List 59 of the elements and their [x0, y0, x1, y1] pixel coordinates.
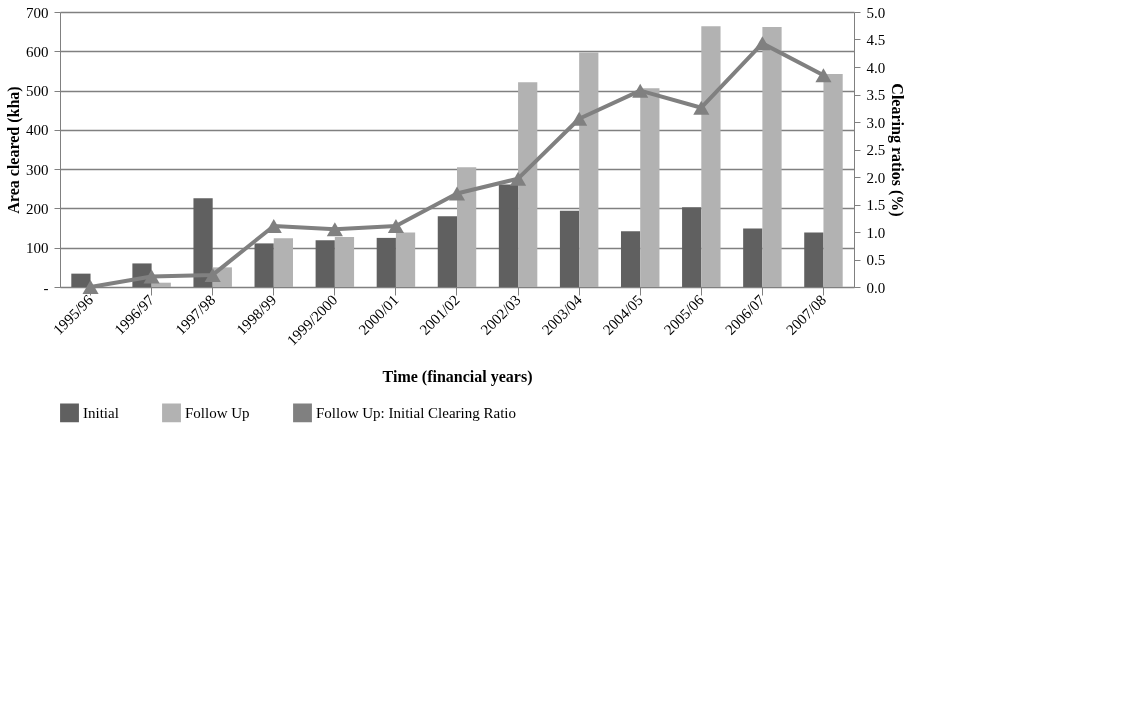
point: [387, 218, 404, 233]
bar: [559, 210, 580, 287]
y2-tick-label: 2.0: [866, 169, 886, 186]
bar: [762, 26, 782, 287]
bar: [334, 237, 355, 287]
y-tick-label: 700: [26, 4, 49, 21]
bar: [743, 228, 763, 287]
y-tick-label: 500: [26, 83, 49, 100]
bar: [804, 232, 824, 287]
bar: [457, 167, 477, 287]
y2-tick-label: 2.5: [866, 142, 886, 158]
point: [571, 111, 588, 126]
bar: [640, 88, 660, 287]
point: [82, 280, 99, 294]
y2-tick-label: 5.0: [866, 4, 886, 21]
point: [448, 186, 466, 201]
x-axis-title: Time (financial years): [382, 367, 533, 386]
point: [326, 222, 343, 237]
point: [632, 83, 649, 98]
bar: [498, 184, 519, 287]
y2-tick-label: 1.0: [866, 224, 886, 241]
point: [754, 36, 771, 51]
y2-tick-label: 4.0: [866, 59, 886, 76]
point: [815, 68, 832, 83]
bar: [823, 74, 843, 287]
bar: [579, 52, 599, 287]
y2-tick-label: 3.0: [866, 114, 886, 131]
bar: [518, 82, 538, 287]
bar: [376, 237, 396, 287]
point: [204, 267, 221, 282]
bar: [395, 232, 416, 287]
y2-tick-label: 1.5: [866, 197, 886, 213]
y-tick-label: 400: [26, 122, 49, 139]
legend-label: Initial: [83, 404, 119, 421]
y2-tick-label: 3.5: [866, 87, 886, 103]
bar: [620, 231, 641, 287]
bar: [254, 243, 274, 287]
y-tick-label: -: [43, 279, 49, 296]
bar: [193, 198, 213, 287]
point: [143, 269, 160, 284]
y-tick-label: 300: [26, 161, 49, 178]
bar: [273, 238, 294, 287]
y2-axis-title: Clearing ratios (%): [888, 83, 907, 217]
y-tick-label: 100: [26, 240, 49, 257]
bar: [437, 216, 457, 287]
y-axis-title: Area cleared (kha): [5, 86, 23, 214]
bar: [71, 273, 91, 287]
bar: [315, 240, 335, 287]
y2-tick-label: 4.5: [866, 32, 886, 48]
bar: [682, 207, 702, 287]
y-tick-label: 600: [26, 43, 49, 60]
legend-label: Follow Up: Initial Clearing Ratio: [316, 404, 516, 421]
y-tick-label: 200: [26, 200, 49, 217]
y2-tick-label: 0.5: [866, 252, 886, 268]
point: [510, 171, 527, 186]
bar: [701, 26, 721, 287]
legend-label: Follow Up: [185, 404, 250, 421]
y2-tick-label: 0.0: [866, 279, 886, 296]
point: [693, 100, 710, 115]
